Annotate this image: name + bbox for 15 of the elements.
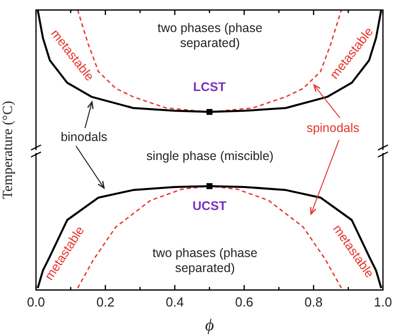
x-tick-label: 0.2 xyxy=(96,294,114,310)
y-axis-title: Temperature (°C) xyxy=(1,100,16,200)
annotation: spinodals xyxy=(306,120,360,136)
annotation: two phases (phase separated) xyxy=(156,21,264,51)
annotation: LCST xyxy=(192,80,227,96)
x-tick-label: 0.8 xyxy=(304,294,323,310)
annotation: binodals xyxy=(60,130,108,144)
x-tick-label: 0.6 xyxy=(235,294,254,310)
x-axis-title: ϕ xyxy=(205,315,214,334)
x-tick-label: 0.0 xyxy=(26,294,46,310)
annotation: single phase (miscible) xyxy=(145,148,275,164)
x-tick-label: 0.4 xyxy=(166,294,184,310)
annotation: two phases (phase separated) xyxy=(152,246,258,276)
x-tick-label: 1.0 xyxy=(374,294,392,310)
annotation: UCST xyxy=(191,198,228,214)
